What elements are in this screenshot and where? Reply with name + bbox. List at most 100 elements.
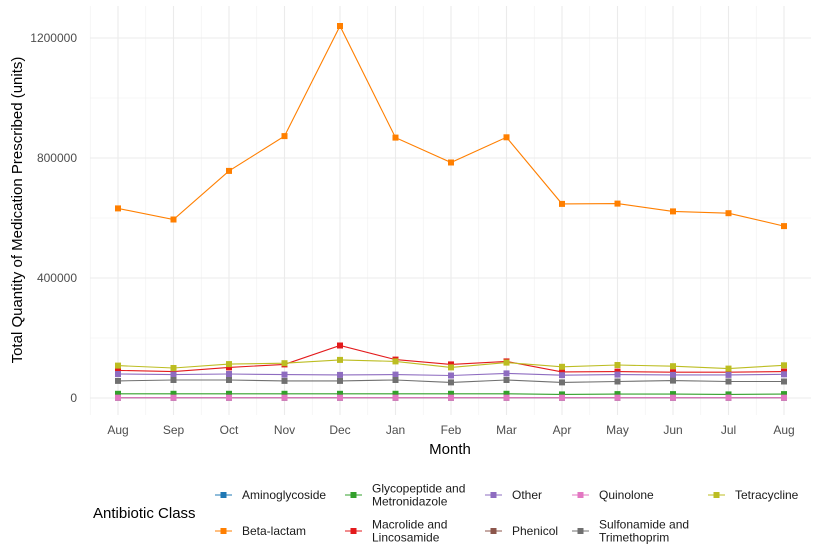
data-point bbox=[170, 390, 177, 397]
legend-key-marker bbox=[490, 492, 497, 498]
legend-key-marker bbox=[220, 528, 227, 534]
legend-item: Aminoglycoside bbox=[215, 488, 326, 502]
data-point bbox=[670, 371, 676, 378]
x-axis-title: Month bbox=[429, 441, 471, 458]
legend-label-line: Phenicol bbox=[512, 524, 558, 538]
legend-label-line: Metronidazole bbox=[372, 495, 448, 509]
legend-label-line: Trimethoprim bbox=[599, 531, 669, 545]
data-point bbox=[614, 394, 621, 401]
legend: Aminoglycoside Beta-lactam Glycopeptide an… bbox=[215, 482, 799, 545]
data-point bbox=[503, 390, 510, 397]
legend-label: Quinolone bbox=[599, 488, 654, 502]
data-point bbox=[559, 379, 565, 386]
data-point bbox=[170, 377, 177, 383]
data-point bbox=[614, 371, 621, 378]
data-point bbox=[725, 210, 732, 217]
data-point bbox=[448, 364, 454, 371]
legend-label: Phenicol bbox=[512, 524, 558, 538]
x-tick-label: Oct bbox=[220, 423, 239, 437]
data-point bbox=[448, 159, 454, 166]
data-point bbox=[448, 379, 454, 386]
data-point bbox=[392, 134, 399, 141]
legend-key-marker bbox=[577, 528, 584, 534]
data-point bbox=[337, 356, 343, 363]
data-point bbox=[448, 390, 454, 397]
legend-label-line: Aminoglycoside bbox=[242, 488, 326, 502]
legend-label-line: Quinolone bbox=[599, 488, 654, 502]
data-point bbox=[392, 377, 399, 383]
x-tick-label: Jan bbox=[386, 423, 405, 437]
data-point bbox=[503, 394, 510, 401]
legend-label-line: Glycopeptide and bbox=[372, 482, 465, 496]
x-tick-label: Apr bbox=[553, 423, 572, 437]
data-point bbox=[559, 368, 565, 375]
data-point bbox=[115, 377, 121, 384]
data-point bbox=[614, 378, 621, 385]
data-point bbox=[170, 365, 177, 371]
data-point bbox=[281, 133, 288, 140]
legend-label: Other bbox=[512, 488, 542, 502]
data-point bbox=[337, 371, 343, 378]
legend-item: Phenicol bbox=[485, 524, 558, 538]
data-point bbox=[559, 200, 565, 207]
y-tick-label: 800000 bbox=[37, 151, 77, 165]
data-point bbox=[226, 377, 232, 383]
legend-label: Aminoglycoside bbox=[242, 488, 326, 502]
data-point bbox=[281, 377, 288, 384]
data-point bbox=[781, 378, 787, 385]
data-point bbox=[670, 394, 676, 401]
data-point bbox=[115, 390, 121, 397]
x-tick-label: May bbox=[606, 423, 629, 437]
data-point bbox=[170, 394, 177, 401]
gridlines bbox=[89, 6, 811, 415]
legend-key-marker bbox=[490, 528, 497, 534]
data-point bbox=[781, 362, 787, 369]
data-point bbox=[281, 390, 288, 397]
legend-label-line: Lincosamide bbox=[372, 531, 440, 545]
data-point bbox=[725, 365, 732, 372]
legend-item: Glycopeptide and Metronidazole bbox=[345, 482, 465, 509]
legend-item: Other bbox=[485, 488, 542, 502]
data-point bbox=[503, 134, 510, 141]
data-point bbox=[503, 370, 510, 377]
legend-label: Sulfonamide and Trimethoprim bbox=[599, 518, 689, 545]
data-point bbox=[115, 371, 121, 377]
data-point bbox=[392, 390, 399, 397]
data-point bbox=[337, 377, 343, 384]
data-point bbox=[281, 360, 288, 367]
data-point bbox=[614, 362, 621, 368]
legend-label: Glycopeptide and Metronidazole bbox=[372, 482, 465, 509]
x-tick-label: Dec bbox=[329, 423, 350, 437]
data-point bbox=[559, 363, 565, 370]
x-tick-label: Mar bbox=[496, 423, 517, 437]
data-point bbox=[337, 342, 343, 349]
x-axis-ticks: Aug Sep Oct Nov Dec Jan Feb Mar Apr May Jun Jul Aug bbox=[107, 423, 794, 437]
data-point bbox=[448, 372, 454, 379]
data-point bbox=[670, 208, 676, 215]
data-point bbox=[115, 394, 121, 401]
data-point bbox=[559, 391, 565, 398]
y-tick-label: 1200000 bbox=[30, 31, 77, 45]
legend-key-marker bbox=[350, 528, 357, 534]
data-point bbox=[448, 394, 454, 401]
legend-label-line: Other bbox=[512, 488, 542, 502]
data-point bbox=[170, 371, 177, 378]
legend-item: Tetracycline bbox=[708, 488, 799, 502]
legend-label-line: Macrolide and bbox=[372, 518, 447, 532]
x-tick-label: Jun bbox=[663, 423, 682, 437]
data-point bbox=[226, 394, 232, 401]
x-tick-label: Jul bbox=[721, 423, 736, 437]
data-point bbox=[281, 371, 288, 378]
data-point bbox=[226, 361, 232, 368]
legend-title: Antibiotic Class bbox=[93, 505, 196, 522]
data-point bbox=[503, 377, 510, 383]
y-tick-label: 0 bbox=[70, 391, 77, 405]
data-point bbox=[725, 378, 732, 385]
legend-label-line: Sulfonamide and bbox=[599, 518, 689, 532]
legend-label: Tetracycline bbox=[735, 488, 799, 502]
data-point bbox=[781, 394, 787, 401]
legend-item: Beta-lactam bbox=[215, 524, 306, 538]
legend-key-marker bbox=[220, 492, 227, 498]
data-point bbox=[115, 205, 121, 212]
data-point bbox=[226, 167, 232, 174]
